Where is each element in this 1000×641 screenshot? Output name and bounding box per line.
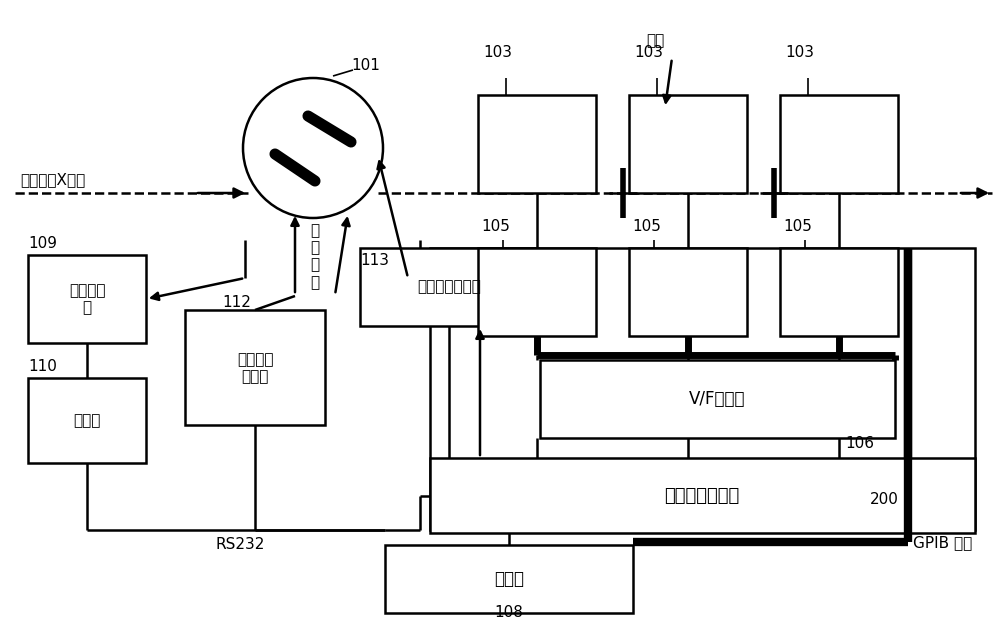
Bar xyxy=(185,310,325,425)
Text: 103: 103 xyxy=(785,45,814,60)
Bar xyxy=(360,248,538,326)
Bar xyxy=(540,360,895,438)
Text: 113: 113 xyxy=(360,253,389,268)
Bar xyxy=(28,255,146,343)
Bar xyxy=(385,545,633,613)
Text: 112: 112 xyxy=(222,295,251,310)
Text: 样品: 样品 xyxy=(646,33,664,48)
Text: RS232: RS232 xyxy=(215,537,264,552)
Bar xyxy=(28,378,146,463)
Text: 计算机: 计算机 xyxy=(494,570,524,588)
Text: 103: 103 xyxy=(483,45,512,60)
Text: 滚
角
投
角: 滚 角 投 角 xyxy=(310,223,319,290)
Text: 同步辐射X射线: 同步辐射X射线 xyxy=(20,172,85,187)
Text: 106: 106 xyxy=(845,436,874,451)
Bar xyxy=(629,95,747,193)
Text: 直线电机
驱动器: 直线电机 驱动器 xyxy=(237,352,273,384)
Bar xyxy=(780,248,898,336)
Text: 105: 105 xyxy=(481,219,510,234)
Bar xyxy=(430,458,975,533)
Text: 105: 105 xyxy=(783,219,812,234)
Text: 200: 200 xyxy=(870,492,899,507)
Text: 智能电子学设备: 智能电子学设备 xyxy=(664,487,740,505)
Bar xyxy=(629,248,747,336)
Text: 105: 105 xyxy=(632,219,661,234)
Bar xyxy=(430,248,975,530)
Text: 108: 108 xyxy=(495,605,523,620)
Text: V/F转换器: V/F转换器 xyxy=(689,390,745,408)
Text: 步进电机驱动器: 步进电机驱动器 xyxy=(417,279,481,294)
Bar xyxy=(780,95,898,193)
Text: 109: 109 xyxy=(28,236,57,251)
Bar xyxy=(478,95,596,193)
Text: 轴角编码
器: 轴角编码 器 xyxy=(69,283,105,315)
Bar xyxy=(478,248,596,336)
Text: GPIB 总线: GPIB 总线 xyxy=(913,535,972,550)
Text: 103: 103 xyxy=(634,45,663,60)
Text: 显示器: 显示器 xyxy=(73,413,101,428)
Text: 101: 101 xyxy=(351,58,380,73)
Text: 110: 110 xyxy=(28,359,57,374)
